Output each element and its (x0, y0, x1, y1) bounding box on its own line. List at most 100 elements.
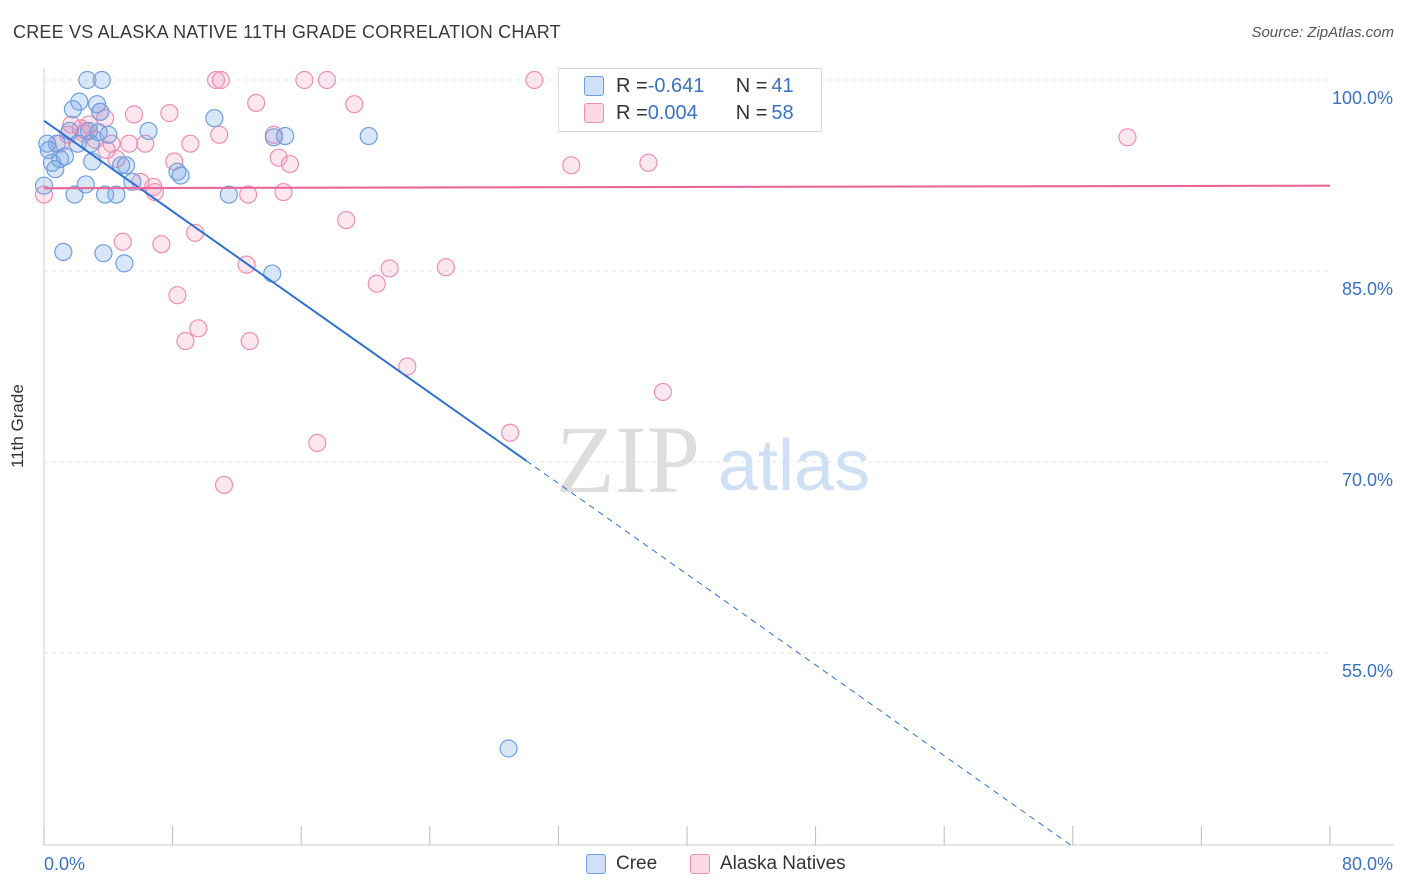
cree-point (359, 126, 378, 146)
cree-point (54, 242, 73, 261)
alaska-point (398, 357, 417, 376)
legend-swatch-alaska (584, 103, 604, 123)
watermark: ZIP atlas (556, 406, 870, 513)
legend-r-label-cree: R = (616, 74, 648, 97)
cree-points (34, 70, 518, 758)
alaska-point (562, 156, 581, 175)
cree-point (91, 102, 110, 121)
alaska-point (120, 134, 139, 153)
alaska-point (380, 259, 399, 278)
alaska-point (168, 286, 187, 305)
alaska-point (308, 433, 327, 452)
cree-point (112, 156, 131, 175)
alaska-point (247, 93, 266, 113)
bottom-legend-alaska: Alaska Natives (690, 852, 846, 876)
cree-point (263, 264, 282, 283)
alaska-point (189, 319, 208, 338)
legend-n-value-cree: 41 (771, 74, 794, 97)
cree-point (205, 109, 224, 128)
alaska-point (160, 104, 179, 123)
y-tick-label: 55.0% (1342, 661, 1393, 681)
bottom-swatch-cree (586, 854, 606, 874)
alaska-point (280, 154, 300, 174)
alaska-point (206, 70, 226, 90)
bottom-swatch-alaska (690, 854, 710, 874)
cree-point (99, 125, 118, 144)
alaska-point (181, 134, 200, 153)
cree-point (276, 126, 295, 146)
alaska-point (317, 70, 337, 90)
trend-lines (43, 119, 1331, 847)
legend-n-label-alaska: N = (735, 101, 768, 124)
cree-point (46, 160, 65, 179)
source-label: Source: ZipAtlas.com (1251, 24, 1394, 41)
alaska-point (367, 274, 386, 293)
alaska-point (239, 185, 258, 204)
cree-point (219, 185, 238, 204)
alaska-point (113, 232, 132, 251)
cree-point (65, 185, 84, 204)
watermark-zip: ZIP (556, 406, 700, 513)
alaska-point (97, 140, 116, 160)
legend-r-label-alaska: R = (616, 101, 648, 124)
cree-point (63, 100, 83, 119)
cree-point (50, 149, 70, 169)
alaska-point (152, 235, 171, 254)
x-tick-labels: 0.0% 80.0% (44, 854, 1393, 874)
cree-point (171, 166, 190, 185)
correlation-legend: R = -0.641 N = 41 R = 0.004 N = 58 (558, 68, 822, 132)
y-tick-label: 70.0% (1342, 470, 1393, 490)
cree-point (34, 176, 54, 195)
cree-trend-line (43, 119, 527, 462)
alaska-point (295, 70, 314, 90)
alaska-trend-line (43, 184, 1331, 190)
axes (43, 68, 1394, 846)
y-tick-labels: 100.0% 85.0% 70.0% 55.0% (1332, 88, 1393, 681)
alaska-point (211, 70, 230, 90)
x-tick-label-max: 80.0% (1342, 854, 1393, 874)
cree-point (70, 92, 89, 111)
legend-r-value-cree: -0.641 (647, 74, 705, 97)
alaska-point (274, 182, 293, 202)
y-tick-label: 85.0% (1342, 279, 1393, 299)
alaska-point (653, 382, 672, 402)
alaska-point (269, 148, 288, 167)
alaska-point (639, 153, 658, 172)
alaska-point (337, 210, 356, 230)
alaska-point (345, 95, 364, 114)
y-tick-label: 100.0% (1332, 88, 1393, 108)
cree-trend-extension (525, 460, 1074, 847)
cree-point (55, 147, 74, 166)
alaska-point (501, 423, 520, 442)
legend-r-value-alaska: 0.004 (647, 101, 698, 124)
cree-point (115, 254, 134, 273)
watermark-atlas: atlas (718, 426, 870, 506)
alaska-point (525, 70, 544, 90)
chart-title: CREE VS ALASKA NATIVE 11TH GRADE CORRELA… (13, 22, 561, 42)
cree-point (78, 70, 97, 90)
alaska-point (79, 115, 99, 134)
legend-n-label-cree: N = (735, 74, 768, 97)
cree-point (92, 70, 111, 90)
alaska-point (240, 331, 259, 351)
cree-point (38, 134, 57, 153)
legend-swatch-cree (584, 76, 604, 96)
bottom-legend-cree: Cree (586, 852, 657, 876)
cree-point (76, 175, 95, 194)
cree-point (116, 156, 136, 175)
x-tick-label-min: 0.0% (44, 854, 85, 874)
bottom-label-alaska: Alaska Natives (720, 853, 846, 874)
cree-point (94, 244, 113, 263)
legend-row-cree: R = -0.641 N = 41 (584, 73, 794, 99)
alaska-point (124, 105, 144, 124)
cree-point (107, 185, 126, 204)
cree-point (139, 121, 158, 141)
bottom-label-cree: Cree (616, 853, 658, 874)
cree-point (499, 739, 518, 758)
alaska-point (176, 331, 195, 351)
gridlines (44, 79, 1330, 654)
alaska-point (436, 258, 455, 277)
alaska-point (214, 475, 234, 495)
legend-row-alaska: R = 0.004 N = 58 (584, 100, 794, 126)
